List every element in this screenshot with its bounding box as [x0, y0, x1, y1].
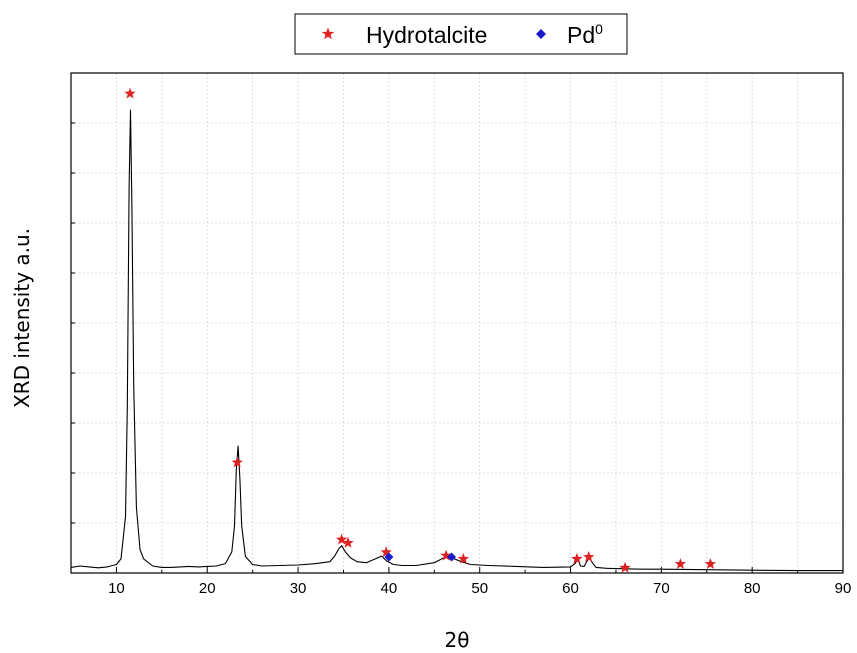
legend-entry-pd: Pd0 — [536, 21, 603, 48]
hydrotalcite-marker-star — [440, 549, 452, 561]
legend-label-pd-superscript: 0 — [595, 21, 603, 37]
x-tick-label-50: 50 — [471, 580, 488, 597]
legend-label-pd-base: Pd — [567, 22, 595, 48]
hydrotalcite-marker-star — [342, 536, 354, 548]
x-tick-label-70: 70 — [653, 580, 670, 597]
pd-marker-diamond — [384, 552, 394, 562]
hydrotalcite-marker-star — [674, 558, 687, 569]
x-tick-label-20: 20 — [199, 580, 216, 597]
hydrotalcite-marker-star — [619, 561, 631, 573]
hydrotalcite-marker-star — [583, 551, 595, 562]
x-tick-label-80: 80 — [744, 580, 761, 597]
pd-marker-diamond — [447, 552, 457, 562]
phase-markers — [124, 87, 717, 573]
axis-ticks — [70, 122, 844, 573]
x-tick-label-60: 60 — [562, 580, 579, 597]
legend: Hydrotalcite Pd0 — [294, 13, 628, 55]
x-tick-label-40: 40 — [381, 580, 398, 597]
y-axis-label: XRD intensity a.u. — [10, 228, 34, 408]
series-line-xrd-pattern — [70, 109, 843, 572]
hydrotalcite-marker-star — [380, 546, 392, 558]
legend-entry-hydrotalcite: Hydrotalcite — [321, 22, 487, 48]
legend-label-hydrotalcite: Hydrotalcite — [366, 22, 487, 48]
hydrotalcite-marker-star — [124, 87, 136, 99]
gridlines — [71, 73, 843, 573]
legend-box — [294, 13, 628, 55]
pd-diamond-icon — [536, 29, 546, 39]
hydrotalcite-marker-star — [231, 456, 243, 468]
hydrotalcite-marker-star — [457, 552, 470, 564]
x-tick-labels: 10 20 30 40 50 60 70 80 90 — [108, 580, 851, 597]
hydrotalcite-star-icon — [321, 27, 335, 40]
x-tick-label-30: 30 — [290, 580, 307, 597]
legend-label-pd: Pd0 — [567, 21, 603, 48]
x-axis-label: 2θ — [445, 628, 470, 652]
x-tick-label-10: 10 — [108, 580, 125, 597]
hydrotalcite-marker-star — [704, 558, 717, 569]
x-tick-label-90: 90 — [835, 580, 852, 597]
hydrotalcite-marker-star — [335, 533, 348, 545]
hydrotalcite-marker-star — [571, 552, 583, 564]
